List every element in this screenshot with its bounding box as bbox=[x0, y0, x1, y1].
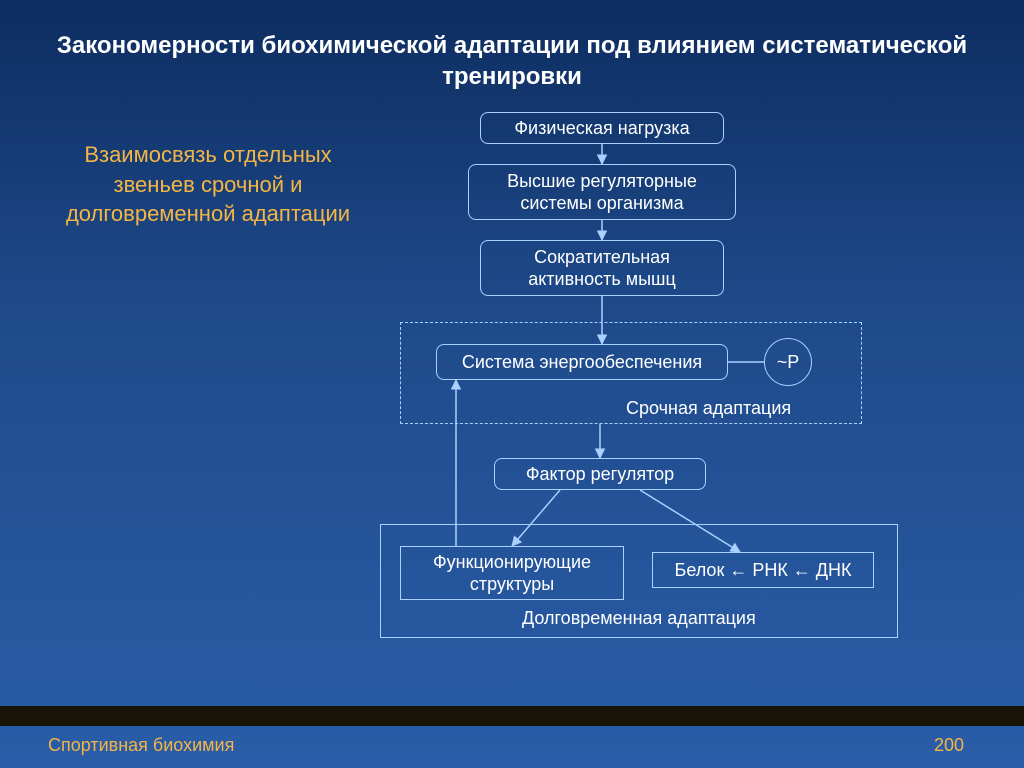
footer-bar bbox=[0, 706, 1024, 726]
slide-number: 200 bbox=[934, 735, 964, 756]
node-p-circle: ~P bbox=[764, 338, 812, 386]
footer-left: Спортивная биохимия bbox=[48, 735, 234, 756]
node-regulatory-systems: Высшие регуляторные системы организма bbox=[468, 164, 736, 220]
node-factor-regulator: Фактор регулятор bbox=[494, 458, 706, 490]
page-title: Закономерности биохимической адаптации п… bbox=[0, 30, 1024, 92]
node-physical-load: Физическая нагрузка bbox=[480, 112, 724, 144]
group-urgent-label: Срочная адаптация bbox=[626, 398, 791, 419]
node-energy-system: Система энергообеспечения bbox=[436, 344, 728, 380]
node-muscle-activity: Сократительная активность мышц bbox=[480, 240, 724, 296]
group-longterm-label: Долговременная адаптация bbox=[522, 608, 756, 629]
subtitle: Взаимосвязь отдельных звеньев срочной и … bbox=[58, 140, 358, 229]
node-functioning-structures: Функционирующие структуры bbox=[400, 546, 624, 600]
node-protein-rna-dna: Белок ← РНК ← ДНК bbox=[652, 552, 874, 588]
